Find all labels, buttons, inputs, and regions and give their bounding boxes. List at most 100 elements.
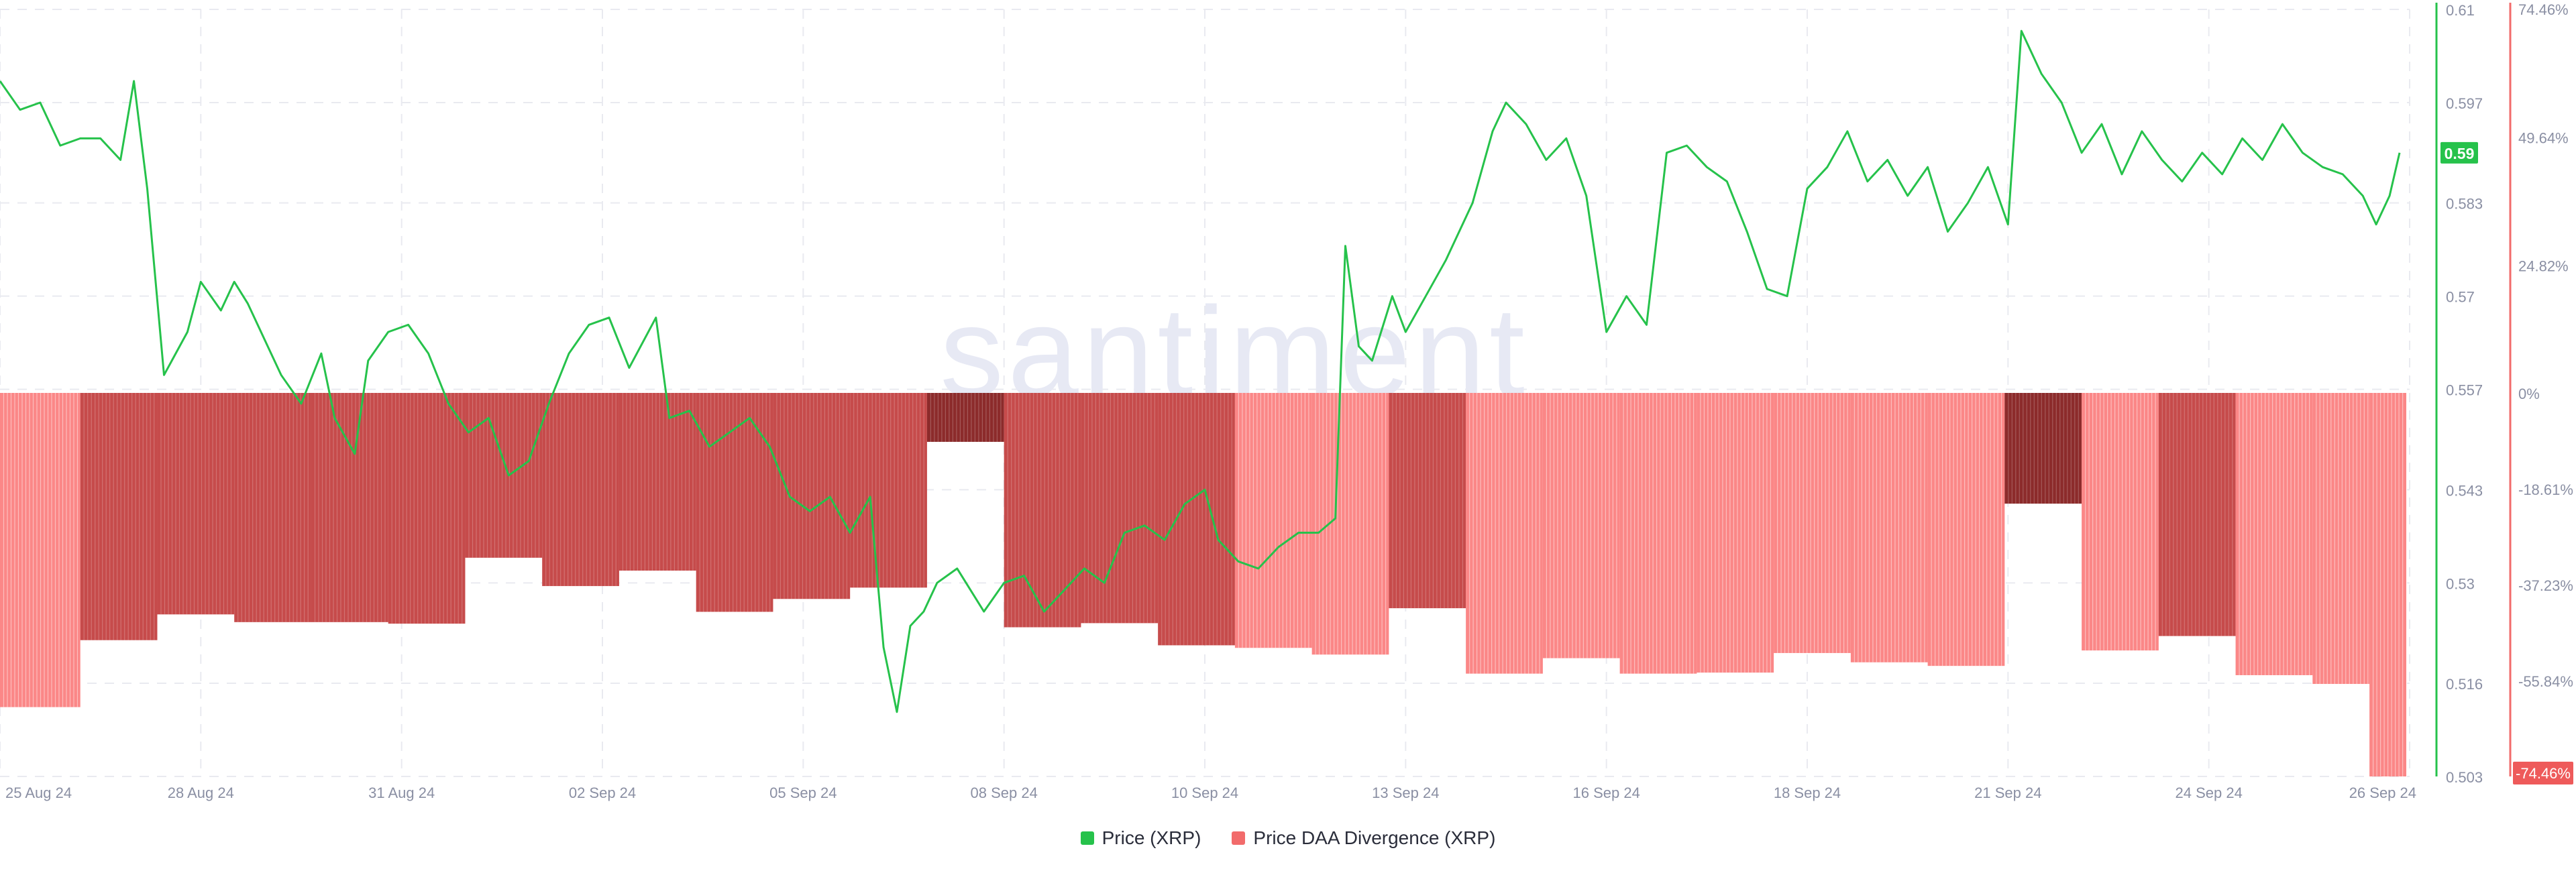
divergence-bar-group [1927,393,2005,666]
divergence-bar [1234,393,1312,648]
x-tick-label: 21 Sep 24 [1974,784,2041,801]
divergence-bar [465,393,543,558]
divergence-bar-group [2312,393,2370,685]
divergence-bar [1850,393,1928,662]
divergence-bar-hatch [314,393,386,622]
legend-label-divergence: Price DAA Divergence (XRP) [1253,827,1496,848]
divergence-bar-hatch [3,393,78,707]
x-tick-label: 25 Aug 24 [5,784,72,801]
divergence-tick-label: 24.82% [2518,257,2569,274]
x-tick-label: 26 Sep 24 [2349,784,2416,801]
divergence-bar-group [1542,393,1620,658]
divergence-bar [311,393,388,622]
divergence-bar-group [619,393,696,571]
divergence-bar-group [1850,393,1928,662]
divergence-bar-hatch [237,393,309,622]
legend-item-price[interactable]: Price (XRP) [1080,827,1201,849]
divergence-bar-group [773,393,851,599]
divergence-bar-hatch [930,393,1002,442]
x-tick-label: 08 Sep 24 [971,784,1038,801]
divergence-tick-label: 49.64% [2518,130,2569,147]
divergence-bar-group [542,393,619,587]
divergence-bar [2004,393,2082,504]
price-tick-label: 0.557 [2446,382,2483,399]
x-tick-label: 02 Sep 24 [569,784,636,801]
divergence-bar [2082,393,2159,651]
divergence-bar-hatch [1469,393,1540,674]
price-line-layer [0,30,2401,713]
divergence-bar-hatch [853,393,924,588]
divergence-tick-label: -37.23% [2518,577,2573,594]
divergence-bar-group [80,393,158,640]
divergence-bar-group [1466,393,1543,674]
divergence-bar-hatch [1700,393,1771,673]
divergence-bar [850,393,927,588]
divergence-bar [157,393,235,615]
divergence-bar-hatch [1238,393,1309,648]
price-tick-label: 0.53 [2446,575,2475,592]
price-line [0,30,2401,713]
divergence-bar-hatch [160,393,232,615]
divergence-tick-label: -55.84% [2518,673,2573,690]
divergence-bar-hatch [2373,393,2404,776]
price-tick-label: 0.503 [2446,769,2483,786]
divergence-bar [1619,393,1697,674]
divergence-bar [696,393,773,612]
divergence-bar-group [1234,393,1312,648]
divergence-bar [388,393,466,624]
divergence-bar-group [850,393,927,588]
divergence-bar-group [1389,393,1466,609]
divergence-bar-group [1158,393,1235,646]
x-tick-label: 18 Sep 24 [1774,784,1841,801]
divergence-tick-label: 74.46% [2518,1,2569,18]
divergence-bar-group [1081,393,1159,624]
divergence-bar [1389,393,1466,609]
legend: Price (XRP) Price DAA Divergence (XRP) [0,823,2576,853]
divergence-bar-group [1004,393,1081,628]
divergence-bar-group [926,393,1004,442]
axes: 0.61 0.597 0.583 0.57 0.557 0.543 0.53 0.516 0.5… [5,1,2573,801]
legend-item-divergence[interactable]: Price DAA Divergence (XRP) [1232,827,1495,849]
divergence-bar-hatch [2161,393,2233,636]
current-price-label: 0.59 [2445,145,2475,162]
divergence-bar-hatch [1777,393,1848,653]
divergence-bar-hatch [1546,393,1617,658]
x-tick-label: 13 Sep 24 [1372,784,1439,801]
price-tick-label: 0.543 [2446,482,2483,499]
divergence-min-tag [2513,762,2573,784]
divergence-bar-group [2004,393,2082,504]
divergence-bar-hatch [776,393,847,599]
divergence-bar-group [1774,393,1851,653]
divergence-bar-hatch [2239,393,2310,675]
divergence-bar [2312,393,2370,685]
divergence-bar-hatch [1007,393,1079,628]
x-tick-label: 24 Sep 24 [2176,784,2243,801]
divergence-bar [619,393,696,571]
divergence-bar [234,393,311,622]
divergence-bar [542,393,619,587]
divergence-bars [0,393,2407,776]
divergence-bar [773,393,851,599]
current-price-tag [2440,141,2478,164]
legend-swatch-divergence [1232,831,1246,845]
divergence-bar-group [388,393,466,624]
divergence-bar-group [2235,393,2313,675]
divergence-bar [1774,393,1851,653]
divergence-bar-group [2082,393,2159,651]
x-tick-label: 10 Sep 24 [1171,784,1238,801]
divergence-bar [2369,393,2407,776]
x-tick-label: 16 Sep 24 [1573,784,1640,801]
divergence-bar-hatch [1392,393,1463,609]
divergence-tick-label: -18.61% [2518,481,2573,498]
divergence-bar [1542,393,1620,658]
divergence-bar-hatch [2085,393,2156,651]
price-tick-label: 0.57 [2446,289,2475,306]
divergence-bar-group [311,393,388,622]
divergence-bar-group [1619,393,1697,674]
divergence-bar-hatch [2316,393,2369,684]
divergence-bar [926,393,1004,442]
price-tick-label: 0.61 [2446,2,2475,19]
divergence-bar [1081,393,1159,624]
